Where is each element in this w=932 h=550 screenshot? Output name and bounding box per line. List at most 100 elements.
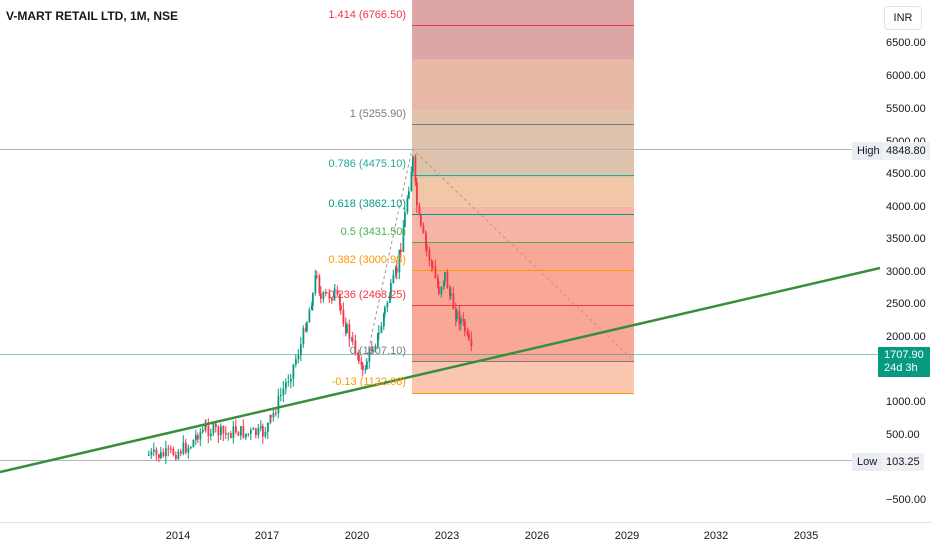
candle-body — [449, 288, 451, 296]
candle-body — [326, 292, 328, 294]
fib-label-0786: 0.786 (4475.10) — [328, 158, 406, 170]
ytick: −500.00 — [886, 494, 926, 506]
candle-body — [383, 313, 385, 327]
candle-body — [192, 440, 195, 448]
ytick: 2500.00 — [886, 298, 926, 310]
candle-body — [187, 447, 190, 453]
candle-body — [232, 426, 235, 439]
candle-body — [470, 339, 473, 347]
candle-body — [328, 292, 331, 299]
candle-body — [262, 426, 264, 437]
candle-body — [340, 305, 342, 310]
candle-body — [438, 286, 440, 294]
fib-label-minus013: -0.13 (1132.08) — [332, 376, 406, 388]
candle-body — [225, 433, 227, 435]
candle-body — [377, 333, 379, 347]
candle-body — [267, 422, 269, 432]
candle-body — [351, 339, 353, 341]
low-label: Low — [852, 453, 883, 471]
xtick: 2026 — [525, 530, 549, 542]
candle-body — [384, 307, 386, 314]
candle-body — [295, 359, 297, 365]
candle-body — [431, 260, 433, 267]
candle-body — [462, 318, 465, 322]
candle-body — [300, 344, 302, 356]
xtick: 2014 — [166, 530, 190, 542]
candle-body — [368, 348, 371, 362]
fib-zone — [412, 361, 634, 393]
last-price-badge: 1707.90 24d 3h — [878, 347, 930, 377]
symbol-title[interactable]: V-MART RETAIL LTD, 1M, NSE — [6, 9, 179, 23]
candle-body — [245, 433, 247, 438]
candle-body — [452, 293, 455, 310]
candle-body — [237, 432, 240, 436]
ytick: 4000.00 — [886, 201, 926, 213]
fib-zone — [412, 178, 634, 207]
ytick: 2000.00 — [886, 331, 926, 343]
candle-body — [182, 442, 185, 454]
candle-body — [425, 232, 427, 246]
candle-body — [406, 198, 409, 213]
candle-body — [210, 433, 212, 437]
ytick: 1000.00 — [886, 396, 926, 408]
currency-selector[interactable]: INR — [884, 6, 922, 30]
candle-body — [230, 433, 232, 439]
candle-body — [460, 318, 462, 324]
fib-label-1: 1 (5255.90) — [350, 108, 406, 120]
candle-body — [199, 431, 202, 440]
candle-body — [428, 249, 431, 261]
candle-body — [292, 364, 295, 379]
candle-body — [220, 426, 222, 436]
xtick: 2020 — [345, 530, 369, 542]
candle-body — [170, 448, 172, 450]
candle-body — [264, 431, 267, 437]
fib-label-0618: 0.618 (3862.10) — [328, 198, 406, 210]
candle-body — [444, 271, 446, 282]
candle-body — [150, 451, 153, 455]
candle-body — [395, 267, 397, 275]
candle-body — [285, 382, 287, 389]
candle-body — [396, 267, 398, 273]
candle-body — [408, 191, 410, 199]
candle-body — [172, 448, 175, 456]
candle-body — [270, 414, 272, 418]
candle-body — [160, 452, 162, 459]
xtick: 2023 — [435, 530, 459, 542]
fib-zone — [412, 206, 634, 242]
candle-body — [242, 426, 245, 438]
candle-body — [197, 435, 199, 440]
fib-label-05: 0.5 (3431.50) — [341, 226, 406, 238]
xtick: 2029 — [615, 530, 639, 542]
xtick: 2035 — [794, 530, 818, 542]
high-value: 4848.80 — [882, 142, 930, 160]
candle-body — [215, 423, 217, 428]
candle-body — [418, 205, 421, 215]
candle-body — [195, 435, 197, 441]
candle-body — [277, 395, 280, 414]
price-scale[interactable]: 6500.00 6000.00 5500.00 5000.00 4500.00 … — [886, 37, 926, 506]
candle-body — [308, 309, 311, 323]
candle-body — [217, 427, 220, 436]
time-scale[interactable]: 2014 2017 2020 2023 2026 2029 2032 2035 — [166, 530, 818, 542]
fib-trend-line-up[interactable] — [365, 148, 413, 362]
candle-body — [177, 451, 180, 459]
candle-body — [366, 361, 368, 370]
candle-body — [345, 323, 347, 333]
support-trendline[interactable] — [0, 266, 881, 474]
candle-body — [404, 212, 406, 228]
candle-body — [275, 412, 277, 414]
candle-body — [336, 289, 339, 295]
candle-body — [252, 428, 255, 430]
fib-labels: 1.414 (6766.50) 1 (5255.90) 0.786 (4475.… — [328, 9, 406, 388]
candle-body — [437, 277, 439, 287]
candle-body — [302, 328, 305, 345]
fib-label-1414: 1.414 (6766.50) — [328, 9, 406, 21]
candle-body — [202, 429, 204, 432]
candle-body — [390, 283, 392, 296]
candle-body — [240, 426, 242, 436]
candle-body — [297, 355, 300, 360]
candle-body — [287, 381, 290, 383]
candle-body — [257, 427, 260, 436]
candle-body — [167, 448, 170, 450]
